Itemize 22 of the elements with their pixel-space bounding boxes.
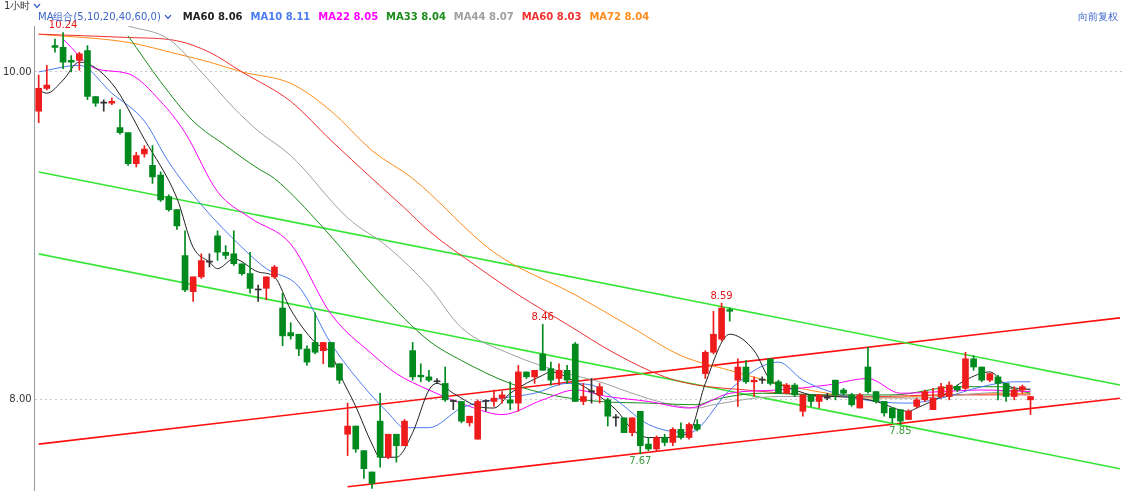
text: MA72 8.04 xyxy=(589,11,650,23)
candlestick xyxy=(726,307,734,322)
text: MA10 8.11 xyxy=(250,11,311,23)
candlestick xyxy=(823,392,831,401)
annotation: 8.46 xyxy=(531,311,554,322)
annotation: 10.24 xyxy=(48,19,78,31)
text: MA60 8.03 xyxy=(521,11,582,23)
candlestick xyxy=(620,417,628,433)
chart-title: 1小时 xyxy=(4,0,31,11)
text: 向前复权 xyxy=(1078,11,1118,23)
candlestick xyxy=(449,399,457,410)
text: MA22 8.05 xyxy=(318,11,379,23)
text: MA33 8.04 xyxy=(386,11,446,23)
annotation: 7.85 xyxy=(889,425,912,437)
annotation: 7.67 xyxy=(629,454,652,466)
text: MA60 8.06 xyxy=(182,11,243,23)
y-tick-label: 8.00 xyxy=(9,393,32,405)
annotation: 8.59 xyxy=(710,289,733,301)
legend-title: MA组合(5,10,20,40,60,0) xyxy=(38,11,161,22)
y-tick-label: 10.00 xyxy=(2,65,32,77)
text: MA44 8.07 xyxy=(453,11,514,23)
candlestick xyxy=(482,399,490,412)
